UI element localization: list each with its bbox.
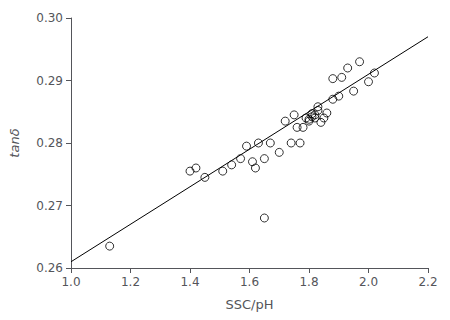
svg-text:1.0: 1.0 (61, 275, 80, 289)
svg-text:0.29: 0.29 (36, 74, 63, 88)
svg-text:0.27: 0.27 (36, 199, 63, 213)
svg-text:0.30: 0.30 (36, 11, 63, 25)
svg-text:SSC/pH: SSC/pH (226, 297, 274, 312)
svg-text:2.0: 2.0 (359, 275, 378, 289)
svg-text:1.2: 1.2 (121, 275, 140, 289)
svg-text:0.28: 0.28 (36, 136, 63, 150)
svg-text:1.4: 1.4 (180, 275, 199, 289)
svg-text:1.6: 1.6 (240, 275, 259, 289)
svg-text:2.2: 2.2 (418, 275, 437, 289)
svg-text:tanδ: tanδ (7, 128, 22, 157)
svg-text:1.8: 1.8 (299, 275, 318, 289)
svg-text:0.26: 0.26 (36, 261, 63, 275)
